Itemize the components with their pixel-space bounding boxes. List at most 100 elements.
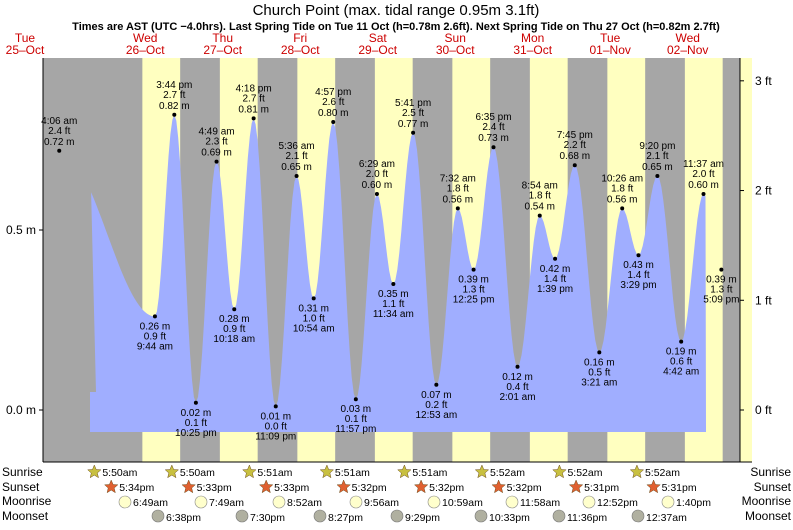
moonrise-time: 8:52am <box>287 497 322 509</box>
sunset-time: 5:32pm <box>352 482 387 494</box>
sunrise-time: 5:52am <box>490 467 525 479</box>
tide-ft-label: 2.6 ft <box>322 97 344 108</box>
right-tick-label: 2 ft <box>755 184 772 198</box>
tide-point <box>311 296 316 301</box>
tide-time-label: 5:36 am <box>279 141 315 152</box>
moonset-time: 11:36pm <box>567 512 607 524</box>
tide-point <box>572 163 577 168</box>
plot-area <box>43 58 752 462</box>
tide-m-label: 0.43 m <box>623 260 654 271</box>
tide-m-label: 0.82 m <box>159 101 190 112</box>
tide-point <box>214 159 219 164</box>
tide-ft-label: 1.0 ft <box>303 313 325 324</box>
sunset-time: 5:32pm <box>507 482 542 494</box>
moonset-time: 7:30pm <box>250 512 285 524</box>
tide-m-label: 0.68 m <box>559 151 590 162</box>
tide-time-label: 10:18 am <box>213 334 255 345</box>
sunrise-icon <box>397 464 412 479</box>
tide-point <box>655 174 660 178</box>
row-label-sunrise: Sunrise <box>2 465 43 479</box>
tide-time-label: 3:44 pm <box>156 80 192 91</box>
right-tick-label: 3 ft <box>755 74 772 88</box>
day-header-date: 26–Oct <box>126 43 165 57</box>
row-label-right-sunrise: Sunrise <box>750 465 791 479</box>
tide-time-label: 3:21 am <box>581 377 617 388</box>
high-tide-mark: 5:36 am2.1 ft0.65 m <box>279 141 315 178</box>
tide-ft-label: 1.4 ft <box>627 270 649 281</box>
day-header-date: 28–Oct <box>281 43 320 57</box>
sunset-icon <box>491 479 506 494</box>
tide-m-label: 0.07 m <box>421 390 452 401</box>
chart-subtitle: Times are AST (UTC −4.0hrs). Last Spring… <box>72 21 720 33</box>
moonrise-icon <box>505 495 519 509</box>
tide-ft-label: 1.3 ft <box>462 285 484 296</box>
tide-ft-label: 0.6 ft <box>670 357 692 368</box>
moonrise-icon <box>118 495 132 509</box>
tide-ft-label: 1.3 ft <box>710 285 732 296</box>
sunset-icon <box>413 479 429 494</box>
tide-ft-label: 0.0 ft <box>265 421 287 432</box>
tide-time-label: 5:09 pm <box>703 295 739 306</box>
moonset-icon <box>390 509 404 523</box>
tide-ft-label: 0.1 ft <box>345 414 367 425</box>
tide-point <box>193 400 198 405</box>
tide-ft-label: 2.1 ft <box>646 151 668 162</box>
moonrise-icon <box>349 495 363 509</box>
tide-ft-label: 0.9 ft <box>144 331 166 342</box>
tide-ft-label: 2.2 ft <box>564 140 586 151</box>
tide-point <box>273 404 278 409</box>
tide-m-label: 0.31 m <box>298 303 329 314</box>
day-header-dow: Sun <box>445 31 466 45</box>
tide-time-label: 7:45 pm <box>557 130 593 141</box>
tide-time-label: 12:25 pm <box>453 295 495 306</box>
tide-point <box>455 206 460 211</box>
tide-time-label: 2:01 am <box>499 392 535 403</box>
day-header-dow: Wed <box>133 31 157 45</box>
sunrise-icon <box>552 464 567 479</box>
high-tide-mark: 4:57 pm2.6 ft0.80 m <box>315 87 351 124</box>
row-label-moonset: Moonset <box>2 509 49 523</box>
tide-ft-label: 0.9 ft <box>223 324 245 335</box>
right-axis-strip <box>740 58 752 462</box>
tide-m-label: 0.65 m <box>281 162 312 173</box>
low-tide-mark: 0.42 m1.4 ft1:39 pm <box>537 256 573 295</box>
low-tide-mark: 0.16 m0.5 ft3:21 am <box>581 350 617 388</box>
sunrise-time: 5:51am <box>257 467 292 479</box>
moonset-icon <box>631 509 645 523</box>
tide-time-label: 5:41 pm <box>395 98 431 109</box>
tide-m-label: 0.69 m <box>201 148 232 159</box>
tide-m-label: 0.01 m <box>260 411 291 422</box>
tide-point <box>620 206 625 211</box>
sunrise-icon <box>629 464 645 479</box>
tide-time-label: 6:29 am <box>359 159 395 170</box>
row-label-right-moonset: Moonset <box>745 509 792 523</box>
tide-point <box>636 253 641 258</box>
day-headers: Tue25–OctWed26–OctThu27–OctFri28–OctSat2… <box>6 31 709 57</box>
tide-m-label: 0.80 m <box>318 108 349 119</box>
tide-m-label: 0.12 m <box>502 372 533 383</box>
tide-m-label: 0.56 m <box>607 194 638 205</box>
tide-time-label: 11:37 am <box>683 159 724 170</box>
high-tide-mark: 8:54 am1.8 ft0.54 m <box>522 181 558 218</box>
day-header-dow: Fri <box>293 31 307 45</box>
row-label-moonrise: Moonrise <box>2 494 52 508</box>
tide-point <box>537 213 542 218</box>
day-header-date: 27–Oct <box>203 43 242 57</box>
tide-ft-label: 1.4 ft <box>544 274 566 285</box>
day-header-date: 01–Nov <box>590 43 631 57</box>
tide-ft-label: 2.0 ft <box>692 169 714 180</box>
moonset-time: 8:27pm <box>328 512 363 524</box>
tide-ft-label: 0.4 ft <box>506 382 528 393</box>
tide-ft-label: 0.5 ft <box>588 367 610 378</box>
moonrise-icon <box>194 495 208 509</box>
tide-area <box>90 114 706 433</box>
tide-ft-label: 2.4 ft <box>48 126 70 137</box>
day-header-date: 29–Oct <box>358 43 397 57</box>
tide-point <box>251 116 256 121</box>
day-header-dow: Tue <box>600 31 621 45</box>
sunset-time: 5:31pm <box>584 482 619 494</box>
tide-m-label: 0.02 m <box>181 408 212 419</box>
